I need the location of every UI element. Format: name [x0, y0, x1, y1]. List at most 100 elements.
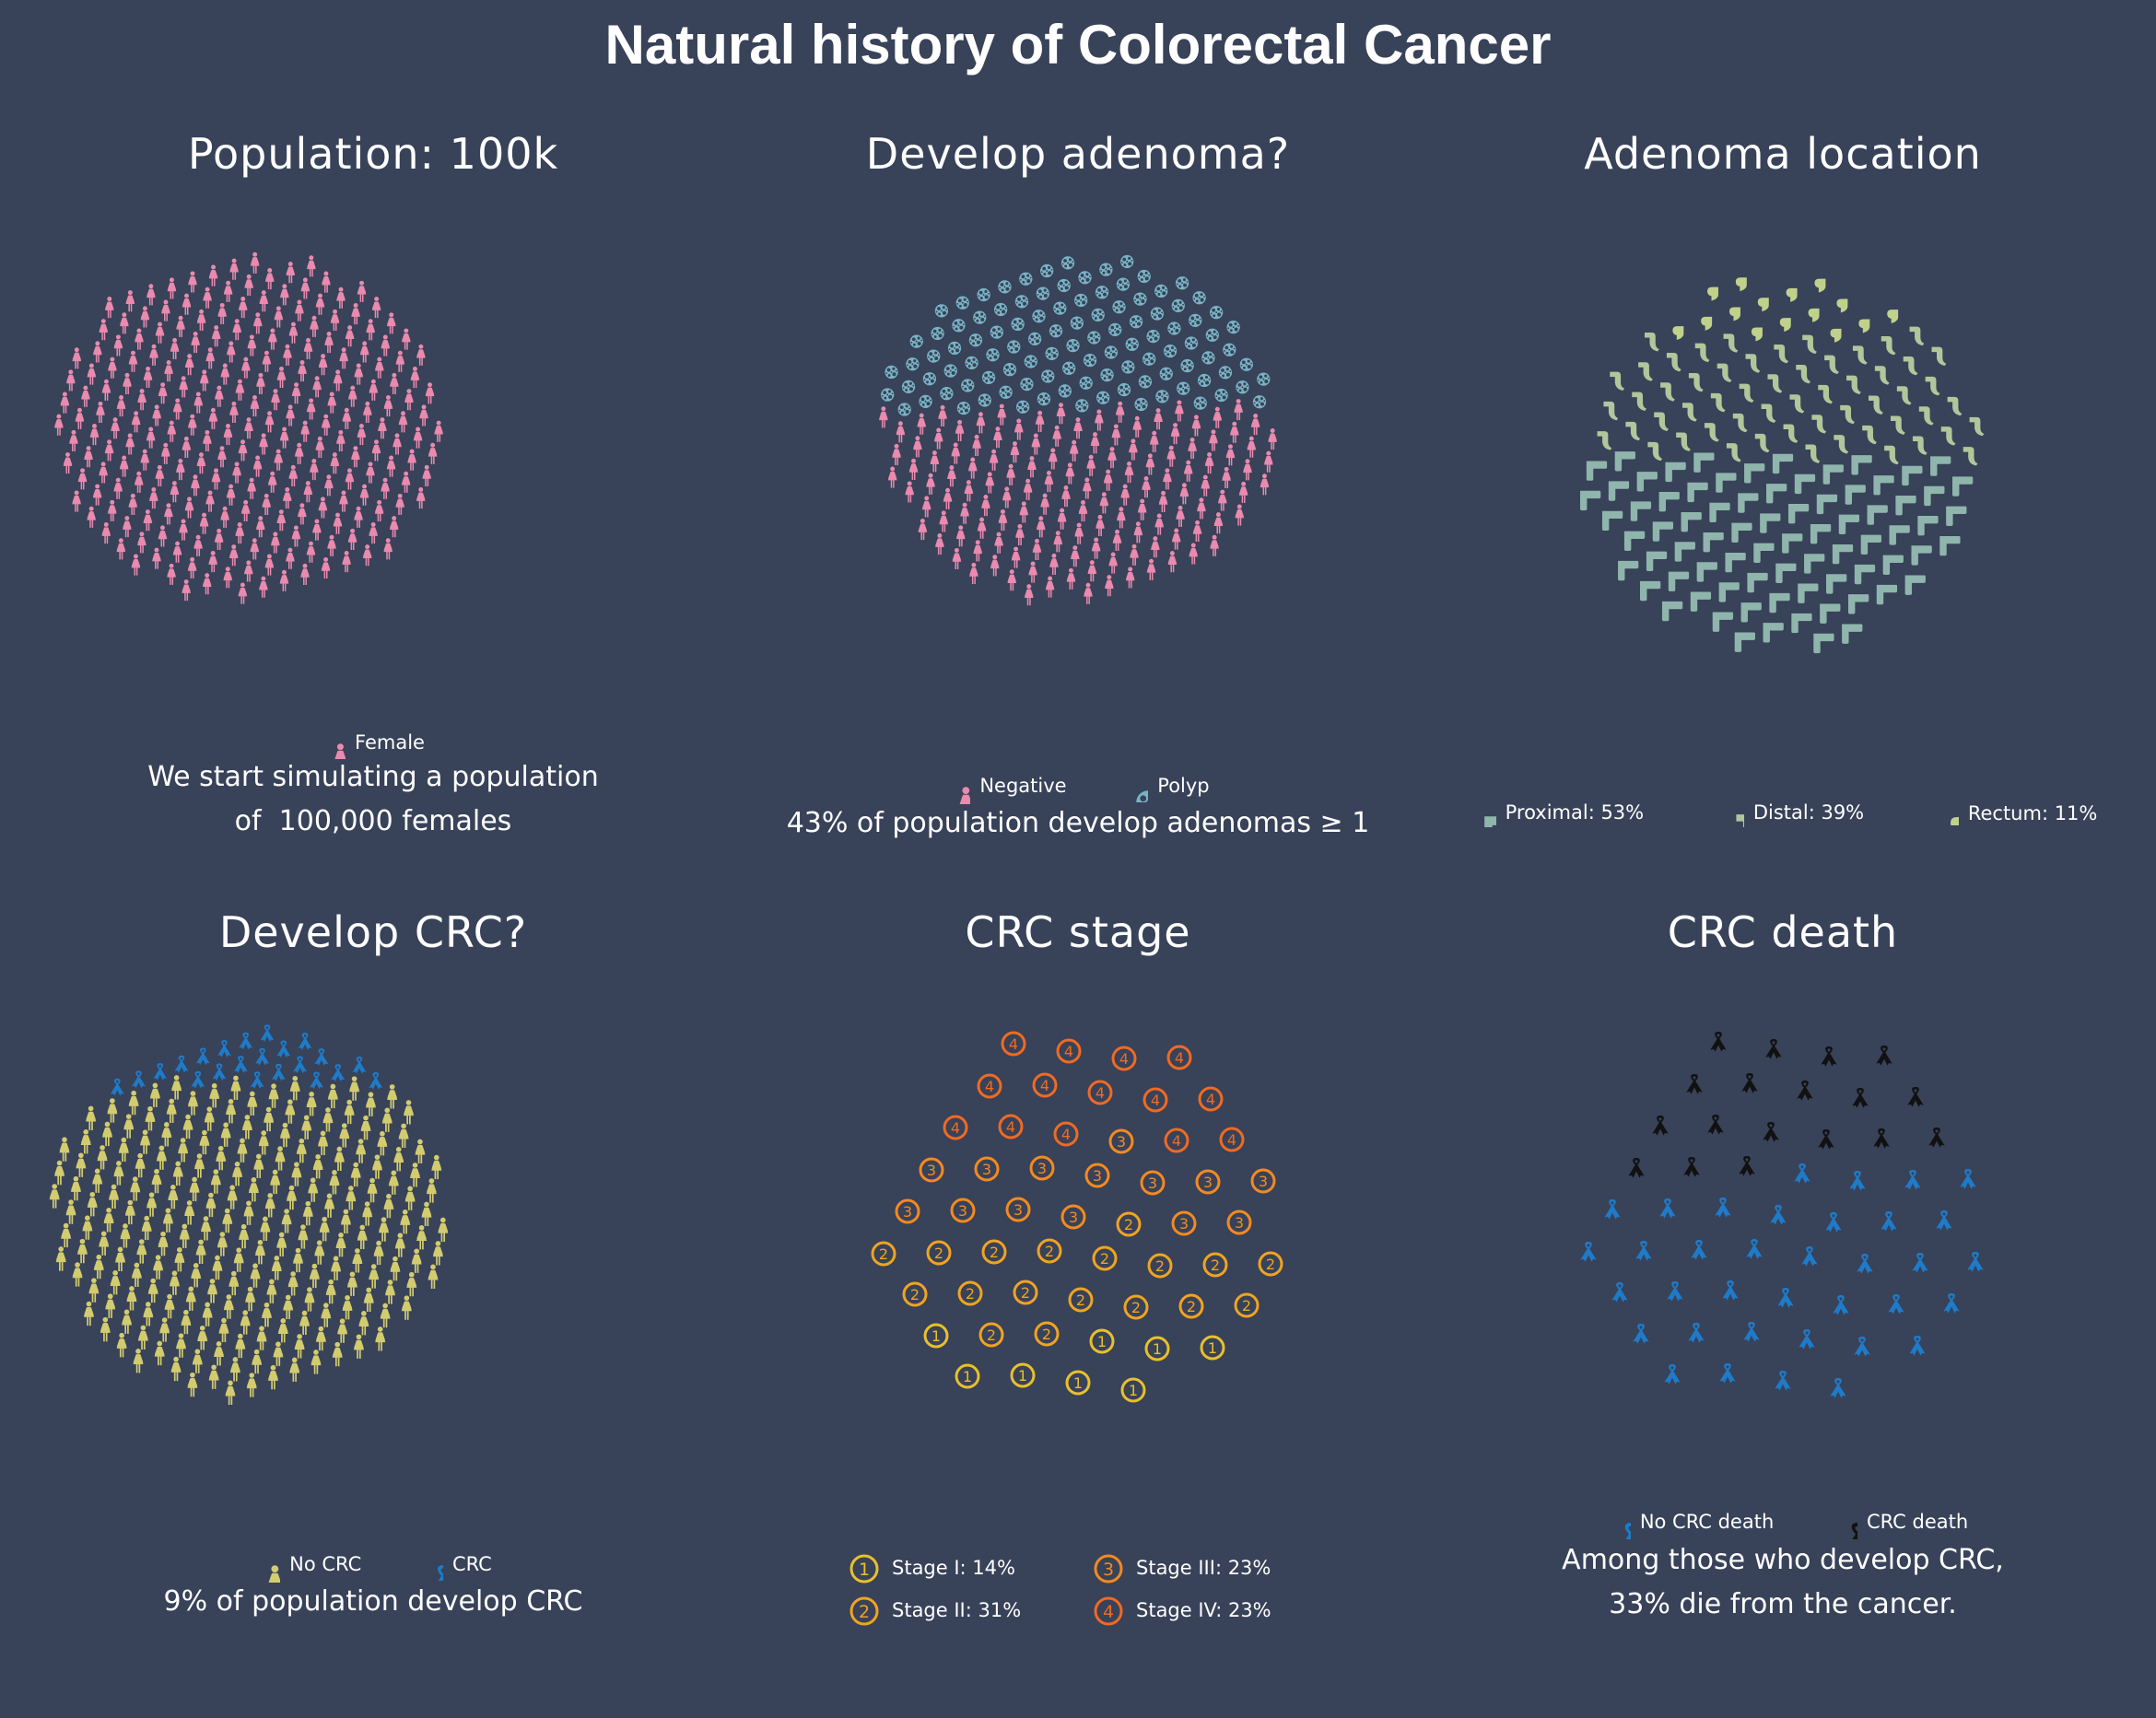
stage-3-icon: 3	[1195, 1169, 1221, 1195]
female-icon	[380, 1303, 391, 1328]
female-icon	[1268, 427, 1278, 450]
female-icon	[175, 1333, 187, 1358]
female-icon	[281, 1209, 292, 1233]
stage-3-icon: 3	[1060, 1204, 1086, 1230]
stage-2-icon: 2	[1147, 1253, 1173, 1279]
female-icon	[155, 321, 165, 344]
female-icon	[428, 1264, 439, 1289]
ribbon-icon	[1611, 1282, 1628, 1303]
female-icon	[1065, 462, 1075, 485]
proximal-colon-icon	[1661, 601, 1683, 622]
panel-title: Population: 100k	[187, 129, 559, 179]
polyp-icon	[1121, 360, 1135, 374]
female-icon	[354, 363, 364, 385]
polyp-icon	[981, 370, 996, 384]
female-icon	[415, 1139, 426, 1164]
female-icon	[195, 1239, 206, 1264]
female-icon	[315, 1326, 326, 1351]
female-icon	[951, 442, 961, 464]
female-icon	[247, 477, 257, 499]
female-icon	[270, 532, 280, 554]
polyp-icon	[1083, 354, 1097, 368]
female-icon	[1104, 575, 1114, 597]
svg-text:2: 2	[1042, 1326, 1051, 1343]
female-icon	[49, 1184, 60, 1209]
female-icon	[344, 1099, 355, 1125]
female-icon	[324, 332, 334, 354]
female-icon	[88, 1278, 100, 1303]
female-icon	[223, 1294, 234, 1319]
female-icon	[298, 1224, 309, 1249]
svg-text:1: 1	[859, 1560, 870, 1580]
female-icon	[325, 1279, 336, 1304]
female-icon	[389, 516, 399, 538]
female-icon	[240, 1310, 251, 1335]
female-icon	[237, 1138, 248, 1163]
female-icon	[243, 1200, 254, 1225]
female-icon	[1053, 531, 1063, 553]
caption-line: We start simulating a population	[147, 761, 599, 793]
svg-text:3: 3	[1069, 1209, 1078, 1226]
female-icon	[357, 424, 367, 446]
polyp-icon	[1150, 307, 1165, 321]
female-icon	[275, 1146, 286, 1171]
stage-2-icon: 2	[978, 1322, 1004, 1348]
female-icon	[228, 544, 239, 567]
female-icon	[220, 363, 230, 385]
female-icon	[199, 369, 209, 392]
distal-colon-icon	[1638, 362, 1653, 381]
female-icon	[206, 1279, 218, 1303]
female-icon	[252, 312, 263, 334]
female-icon	[116, 538, 126, 560]
svg-text:2: 2	[1131, 1299, 1141, 1316]
female-icon	[125, 433, 135, 455]
female-icon	[216, 1145, 227, 1171]
stage-2-icon: 2	[1258, 1251, 1283, 1277]
female-icon	[86, 1105, 97, 1130]
proximal-colon-icon	[1614, 451, 1635, 472]
female-icon	[419, 404, 428, 427]
female-icon	[93, 1254, 104, 1280]
female-icon	[123, 1114, 135, 1139]
female-icon	[1112, 529, 1122, 551]
polyp-icon	[956, 401, 971, 415]
stage-3-icon: 3	[1029, 1155, 1055, 1181]
female-icon	[300, 420, 311, 442]
polyp-icon	[1032, 310, 1046, 323]
female-icon	[358, 1311, 369, 1336]
female-icon	[99, 462, 108, 484]
ribbon-icon	[1936, 1210, 1952, 1231]
female-icon	[401, 1295, 412, 1320]
female-icon	[279, 427, 289, 449]
female-icon	[292, 1247, 304, 1273]
female-icon	[230, 1075, 241, 1100]
proximal-colon-icon	[1712, 612, 1734, 632]
female-icon	[359, 341, 369, 363]
proximal-colon-icon	[1601, 510, 1623, 532]
female-icon	[271, 389, 280, 411]
distal-colon-icon	[1654, 412, 1669, 431]
female-icon	[1235, 504, 1245, 526]
female-icon	[227, 1185, 238, 1210]
female-icon	[1045, 576, 1055, 598]
polyp-icon	[947, 341, 962, 356]
location-panel: Adenoma location Proximal: 53% Distal: 3…	[1433, 129, 2133, 940]
female-icon	[371, 297, 381, 319]
female-icon	[203, 429, 212, 452]
female-icon	[87, 363, 97, 385]
female-icon	[191, 474, 200, 497]
female-icon	[164, 1293, 175, 1319]
svg-text:4: 4	[1151, 1092, 1160, 1109]
svg-text:4: 4	[951, 1119, 960, 1137]
female-icon	[1142, 475, 1151, 498]
stage-1-icon: 1	[955, 1363, 980, 1389]
ribbon-icon	[293, 1056, 308, 1074]
polyp-icon	[1223, 343, 1236, 356]
proximal-colon-icon	[1696, 562, 1717, 582]
female-icon	[997, 403, 1007, 426]
polyp-icon	[1036, 286, 1049, 300]
stage-2-icon: 2	[1178, 1293, 1204, 1319]
svg-text:2: 2	[879, 1245, 888, 1263]
female-icon	[118, 1137, 129, 1163]
proximal-colon-icon	[1630, 501, 1652, 521]
